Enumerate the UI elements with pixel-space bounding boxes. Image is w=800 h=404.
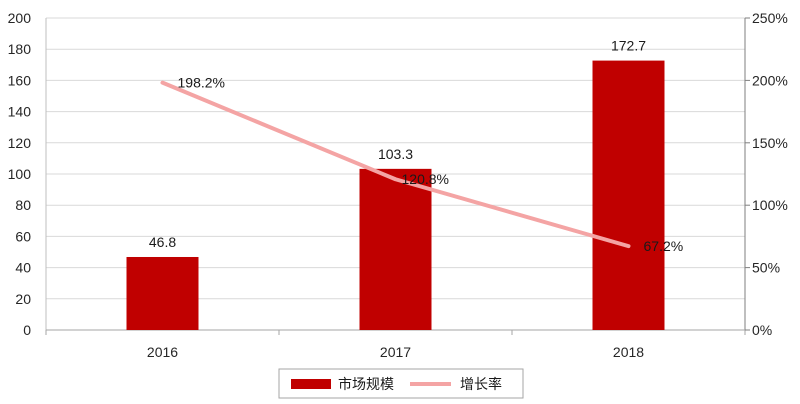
right-y-tick-label: 250% (752, 10, 788, 26)
line-series: 198.2% 120.8% 67.2% (160, 75, 684, 254)
x-tick-labels: 2016 2017 2018 (147, 344, 644, 360)
left-y-tick-label: 60 (15, 228, 31, 244)
bar (592, 60, 665, 330)
legend-label: 市场规模 (338, 376, 394, 392)
line-data-label: 67.2% (644, 238, 684, 254)
right-y-tick-labels: 0% 50% 100% 150% 200% 250% (745, 10, 788, 338)
line-data-label: 120.8% (402, 171, 449, 187)
left-y-tick-label: 120 (8, 135, 32, 151)
right-y-tick-label: 200% (752, 72, 788, 88)
right-y-tick-label: 0% (752, 322, 772, 338)
right-y-tick-label: 100% (752, 197, 788, 213)
legend: 市场规模 增长率 (278, 368, 524, 399)
left-y-tick-labels: 0 20 40 60 80 100 120 140 160 180 200 (8, 10, 32, 338)
left-y-tick-label: 200 (8, 10, 32, 26)
left-y-tick-label: 80 (15, 197, 31, 213)
bar-data-label: 103.3 (378, 146, 413, 162)
right-y-tick-label: 50% (752, 260, 780, 276)
left-y-tick-label: 160 (8, 72, 32, 88)
legend-bar-swatch (291, 379, 331, 389)
x-tick-label: 2016 (147, 344, 178, 360)
left-y-tick-label: 0 (23, 322, 31, 338)
left-y-tick-label: 20 (15, 291, 31, 307)
left-y-tick-label: 100 (8, 166, 32, 182)
bar-series: 46.8 103.3 172.7 (126, 38, 665, 330)
right-y-tick-label: 150% (752, 135, 788, 151)
x-tick-label: 2017 (380, 344, 411, 360)
left-y-tick-label: 180 (8, 41, 32, 57)
bar (359, 168, 432, 330)
left-y-tick-label: 40 (15, 260, 31, 276)
bar-data-label: 172.7 (611, 38, 646, 54)
left-y-tick-label: 140 (8, 104, 32, 120)
bar (126, 256, 199, 330)
line-data-label: 198.2% (178, 75, 225, 91)
x-tick-label: 2018 (613, 344, 644, 360)
legend-label: 增长率 (460, 376, 502, 392)
bar-data-label: 46.8 (149, 234, 176, 250)
